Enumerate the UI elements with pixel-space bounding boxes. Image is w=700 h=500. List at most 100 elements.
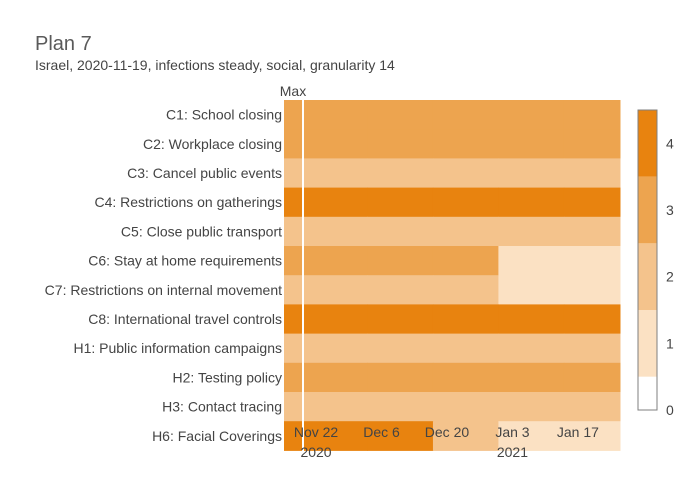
row-label: C7: Restrictions on internal movement — [45, 282, 282, 298]
max-column-label: Max — [280, 83, 306, 99]
heatmap-cell — [563, 275, 621, 305]
heatmap-cell — [302, 333, 368, 364]
row-label: H1: Public information campaigns — [73, 340, 282, 356]
max-separator — [302, 98, 304, 453]
row-label: H3: Contact tracing — [162, 399, 282, 415]
heatmap-cell — [498, 100, 565, 130]
heatmap-cell — [432, 187, 499, 218]
row-label: C4: Restrictions on gatherings — [94, 194, 282, 210]
colorbar-band — [638, 176, 657, 244]
max-cell — [284, 275, 302, 305]
max-cell — [284, 421, 302, 451]
heatmap-cell — [498, 333, 565, 364]
heatmap-cell — [563, 362, 621, 393]
heatmap-cell — [432, 333, 499, 364]
x-tick-label: Dec 20 — [425, 424, 470, 440]
heatmap-cell — [498, 129, 565, 159]
max-cell — [284, 187, 302, 218]
max-cell — [284, 246, 302, 276]
colorbar-outline — [637, 109, 658, 411]
x-tick-label: Jan 17 — [557, 424, 599, 440]
heatmap-cell — [498, 362, 565, 393]
max-column — [284, 100, 302, 451]
heatmap-cell — [367, 333, 434, 364]
heatmap-cell — [563, 421, 621, 451]
heatmap-cell — [563, 304, 621, 335]
heatmap-cell — [563, 333, 621, 364]
row-label: C5: Close public transport — [121, 223, 282, 239]
colorbar-tick-label: 4 — [666, 135, 674, 151]
x-tick-label: Jan 3 — [495, 424, 529, 440]
heatmap-cell — [302, 275, 368, 305]
colorbar-tick-label: 1 — [666, 335, 674, 351]
heatmap-cell — [367, 421, 434, 451]
heatmap-cell — [302, 304, 368, 335]
heatmap-cell — [498, 304, 565, 335]
heatmap-cell — [432, 304, 499, 335]
heatmap-cell — [498, 216, 565, 247]
heatmap-cell — [302, 246, 368, 276]
colorbar-tick-label: 0 — [666, 402, 674, 418]
heatmap-cell — [563, 129, 621, 159]
max-cell — [284, 216, 302, 247]
max-cell — [284, 362, 302, 393]
row-label: H6: Facial Coverings — [152, 428, 282, 444]
heatmap-cell — [432, 129, 499, 159]
row-label: C8: International travel controls — [88, 311, 282, 327]
chart-subtitle: Israel, 2020-11-19, infections steady, s… — [35, 57, 395, 73]
heatmap-cell — [302, 129, 368, 159]
heatmap-cell — [367, 304, 434, 335]
heatmap-cell — [367, 246, 434, 276]
heatmap-cell — [302, 362, 368, 393]
heatmap-cell — [367, 158, 434, 189]
colorbar-tick-label: 2 — [666, 269, 674, 285]
x-tick-label: Nov 22 — [294, 424, 339, 440]
row-label: C2: Workplace closing — [143, 136, 282, 152]
heatmap-cell — [432, 246, 499, 276]
heatmap-cell — [302, 100, 368, 130]
row-label: C3: Cancel public events — [127, 165, 282, 181]
x-tick-label: Dec 6 — [363, 424, 400, 440]
max-cell — [284, 158, 302, 189]
heatmap-cell — [563, 187, 621, 218]
heatmap-cell — [498, 421, 565, 451]
colorbar-band — [638, 310, 657, 377]
x-axis: Nov 22 2020 Dec 6 Dec 20 Jan 3 2021 Jan 17 — [294, 424, 599, 460]
colorbar-tick-label: 3 — [666, 202, 674, 218]
heatmap-cell — [367, 129, 434, 159]
heatmap-cell — [498, 246, 565, 276]
row-label: C1: School closing — [166, 107, 282, 123]
heatmap-cell — [432, 100, 499, 130]
heatmap-cell — [302, 421, 368, 451]
heatmap-cell — [367, 100, 434, 130]
colorbar: 0 1 2 3 4 — [637, 109, 674, 418]
row-label: H2: Testing policy — [173, 369, 282, 385]
heatmap-cell — [498, 187, 565, 218]
heatmap-cell — [432, 216, 499, 247]
row-labels: C1: School closing C2: Workplace closing C… — [45, 107, 282, 444]
max-cell — [284, 304, 302, 335]
heatmap-cell — [432, 158, 499, 189]
heatmap-cell — [432, 275, 499, 305]
max-cell — [284, 333, 302, 364]
heatmap-cell — [563, 246, 621, 276]
x-tick-year: 2021 — [497, 444, 528, 460]
heatmap-cells — [302, 98, 621, 453]
colorbar-band — [638, 110, 657, 177]
heatmap-cell — [432, 362, 499, 393]
x-tick-year: 2020 — [300, 444, 331, 460]
heatmap-cell — [367, 392, 434, 422]
heatmap-cell — [367, 216, 434, 247]
heatmap-cell — [563, 392, 621, 422]
colorbar-band — [638, 243, 657, 310]
heatmap-cell — [498, 275, 565, 305]
heatmap-cell — [563, 158, 621, 189]
heatmap-cell — [432, 421, 499, 451]
colorbar-band — [638, 376, 657, 410]
heatmap-cell — [367, 187, 434, 218]
heatmap-cell — [432, 392, 499, 422]
heatmap-cell — [302, 216, 368, 247]
max-cell — [284, 392, 302, 422]
max-cell — [284, 129, 302, 159]
